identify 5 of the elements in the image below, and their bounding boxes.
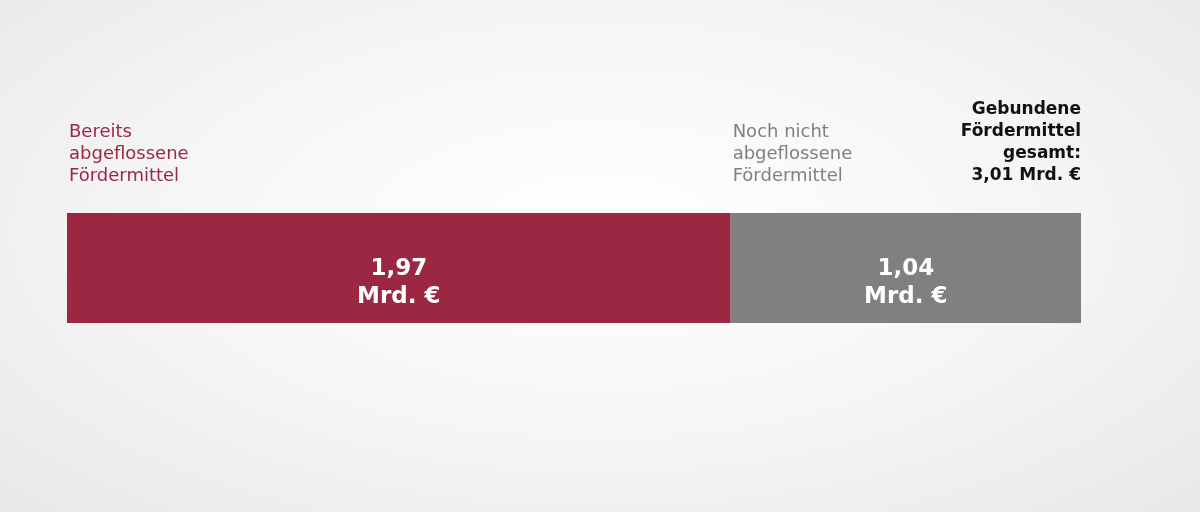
data-label: 1,97 Mrd. € (357, 254, 441, 308)
series-label: Bereits abgeflossene Fördermittel (69, 120, 189, 185)
data-label: 1,04 Mrd. € (864, 254, 948, 308)
series-label: Noch nicht abgeflossene Fördermittel (732, 120, 853, 185)
total-label: Gebundene Fördermittel gesamt: 3,01 Mrd. € (960, 98, 1081, 184)
